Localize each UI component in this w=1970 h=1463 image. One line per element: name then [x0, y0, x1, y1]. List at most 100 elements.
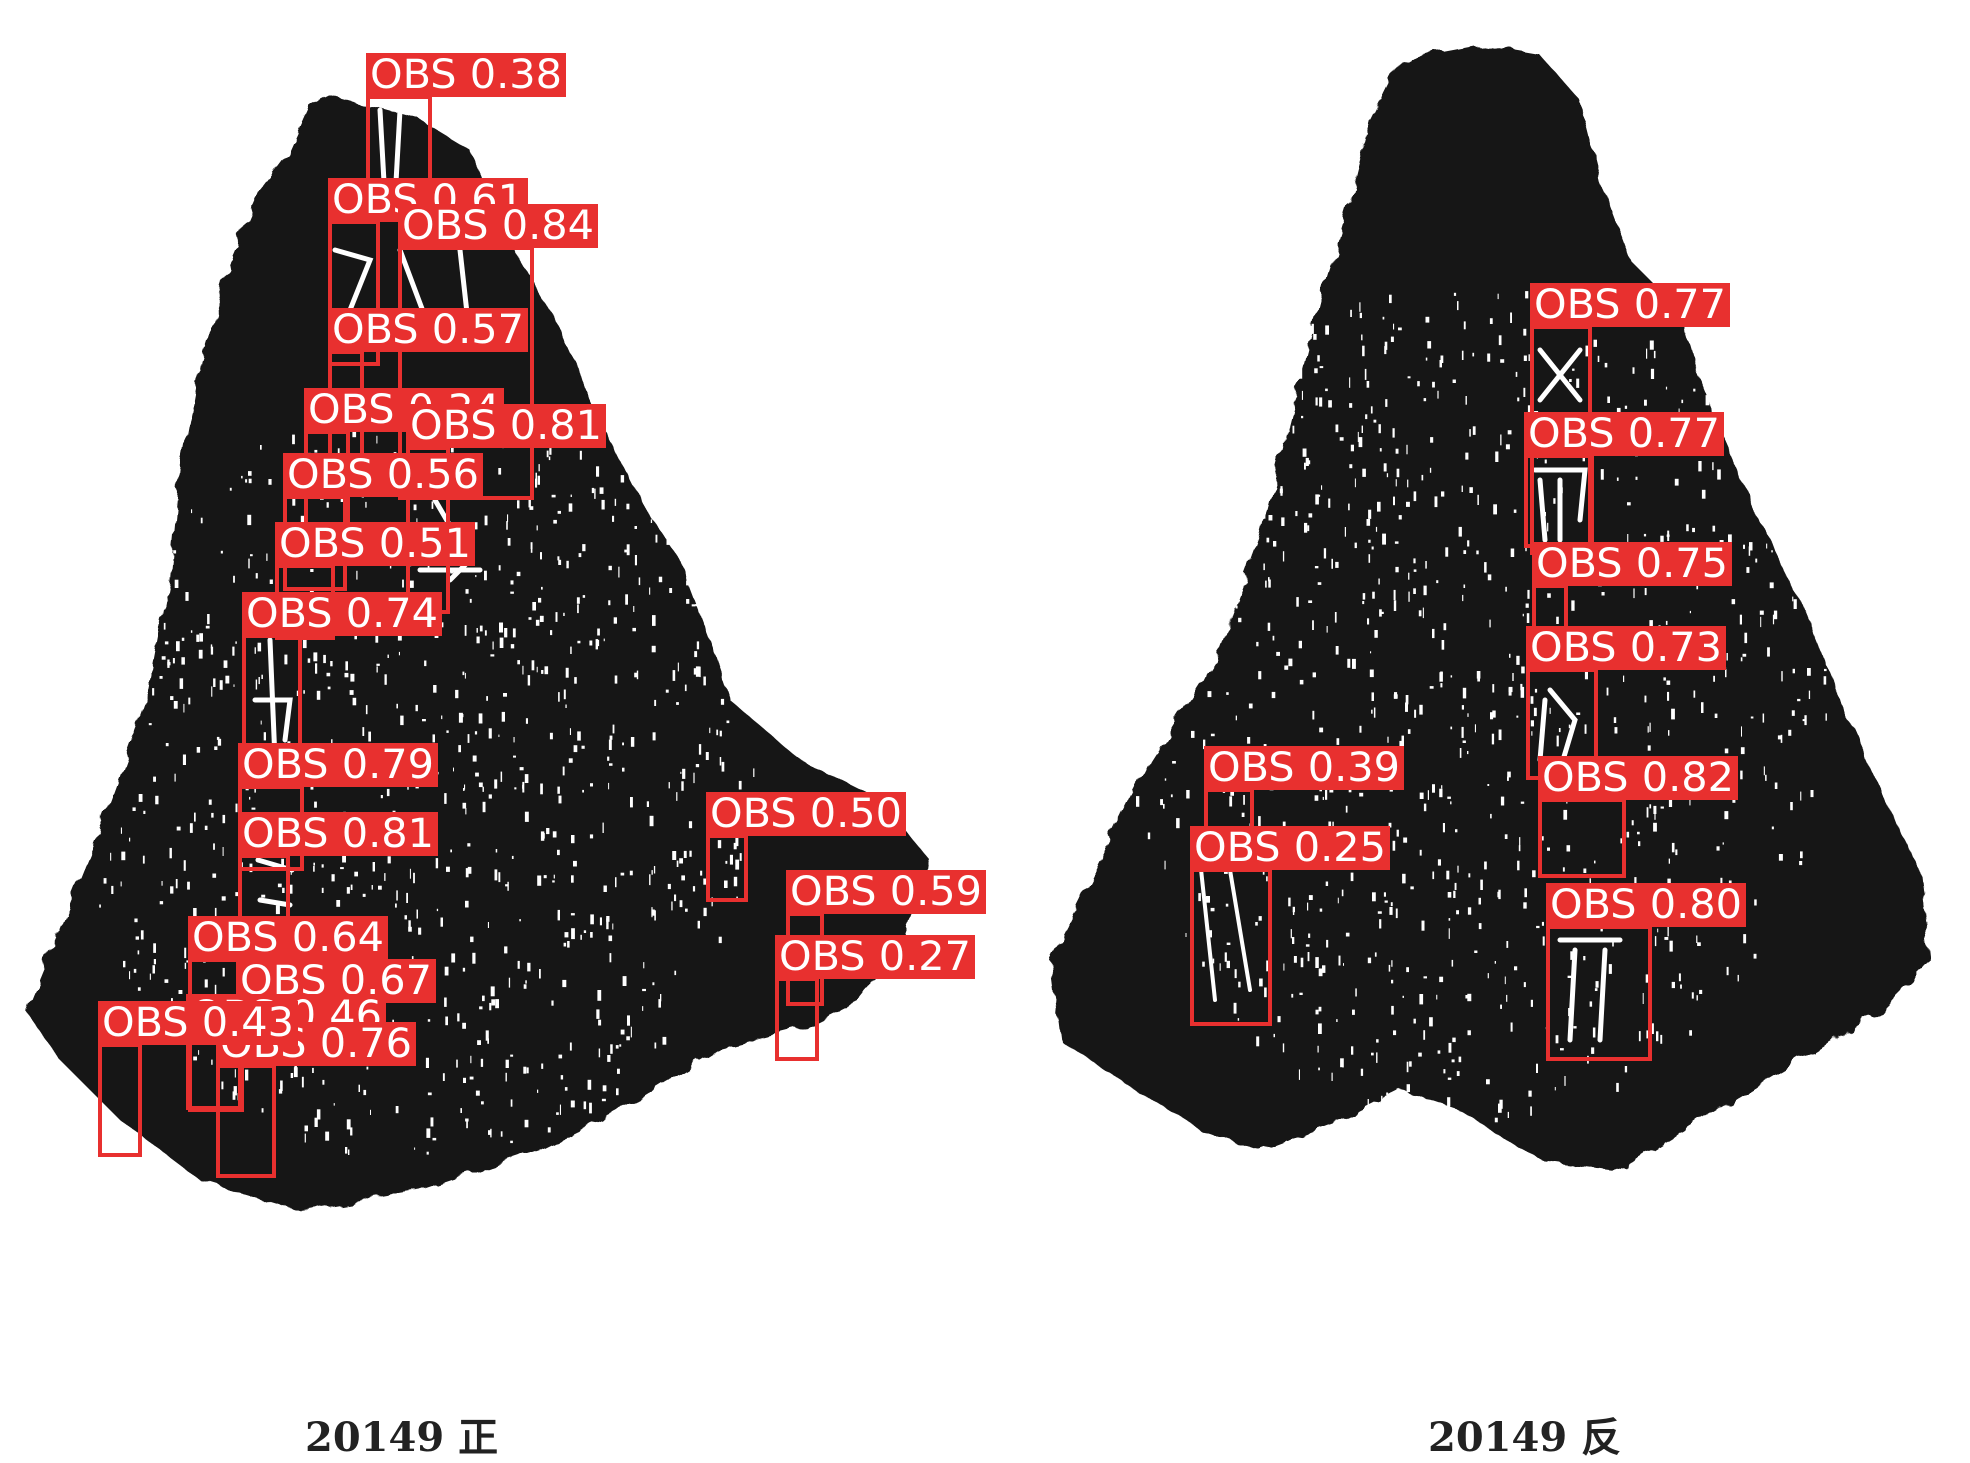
- texture-speck: [220, 550, 223, 554]
- texture-speck: [524, 811, 529, 822]
- texture-speck: [137, 950, 140, 955]
- texture-speck: [1372, 892, 1376, 902]
- texture-speck: [495, 849, 498, 853]
- texture-speck: [432, 734, 435, 743]
- texture-speck: [1308, 895, 1313, 900]
- texture-speck: [1450, 675, 1453, 678]
- texture-speck: [1396, 468, 1400, 478]
- texture-speck: [169, 847, 172, 859]
- texture-speck: [607, 1055, 611, 1062]
- texture-speck: [1359, 725, 1362, 733]
- texture-speck: [1465, 995, 1469, 999]
- texture-speck: [596, 1009, 600, 1019]
- texture-speck: [738, 780, 742, 790]
- texture-speck: [1509, 653, 1511, 658]
- texture-speck: [487, 922, 489, 928]
- texture-speck: [691, 604, 696, 607]
- texture-speck: [174, 773, 176, 782]
- texture-speck: [557, 786, 560, 794]
- texture-speck: [1212, 466, 1216, 471]
- texture-speck: [1522, 613, 1524, 617]
- texture-speck: [255, 573, 258, 579]
- texture-speck: [460, 714, 464, 718]
- texture-speck: [193, 908, 197, 916]
- texture-speck: [1532, 870, 1536, 878]
- texture-speck: [387, 654, 389, 658]
- texture-speck: [1206, 458, 1209, 466]
- texture-speck: [1270, 438, 1275, 448]
- texture-speck: [469, 598, 472, 603]
- detection-label: OBS 0.80: [1550, 882, 1742, 928]
- texture-speck: [1318, 968, 1323, 977]
- detection-box: OBS 0.38: [366, 52, 566, 201]
- texture-speck: [109, 709, 112, 714]
- texture-speck: [603, 885, 607, 892]
- texture-speck: [173, 701, 178, 709]
- texture-speck: [1490, 813, 1492, 819]
- texture-speck: [696, 641, 700, 650]
- texture-speck: [695, 604, 700, 607]
- texture-speck: [229, 487, 232, 491]
- texture-speck: [1323, 548, 1327, 559]
- texture-speck: [1697, 942, 1701, 946]
- texture-speck: [1620, 838, 1623, 844]
- texture-speck: [1823, 676, 1827, 685]
- texture-speck: [1731, 599, 1736, 605]
- texture-speck: [1401, 735, 1404, 746]
- texture-speck: [1792, 596, 1794, 602]
- texture-speck: [1418, 1052, 1422, 1057]
- texture-speck: [1737, 974, 1739, 982]
- texture-speck: [1514, 966, 1518, 971]
- texture-speck: [1432, 871, 1435, 880]
- detection-box: OBS 0.80: [1546, 882, 1746, 1061]
- texture-speck: [733, 842, 737, 850]
- texture-speck: [1354, 542, 1357, 549]
- texture-speck: [467, 734, 470, 743]
- texture-speck: [1510, 548, 1515, 557]
- texture-speck: [1507, 771, 1511, 778]
- texture-speck: [1498, 729, 1502, 741]
- texture-speck: [1210, 733, 1215, 737]
- texture-speck: [1520, 686, 1525, 698]
- texture-speck: [1584, 670, 1588, 680]
- detection-box: OBS 0.81: [238, 811, 438, 1008]
- texture-speck: [686, 580, 690, 586]
- texture-speck: [110, 748, 112, 753]
- texture-speck: [1781, 671, 1783, 682]
- texture-speck: [235, 803, 238, 813]
- texture-speck: [100, 763, 103, 767]
- texture-speck: [1229, 796, 1233, 807]
- texture-speck: [413, 504, 417, 511]
- texture-speck: [1563, 809, 1568, 820]
- texture-speck: [651, 909, 655, 916]
- detection-box: OBS 0.59: [786, 869, 986, 1006]
- texture-speck: [1276, 651, 1280, 656]
- texture-speck: [1268, 579, 1271, 588]
- texture-speck: [1525, 291, 1529, 299]
- texture-speck: [626, 1036, 630, 1041]
- detection-label: OBS 0.27: [779, 934, 971, 980]
- texture-speck: [1238, 617, 1242, 623]
- texture-speck: [683, 850, 687, 858]
- texture-speck: [1445, 547, 1449, 557]
- texture-speck: [609, 735, 613, 740]
- texture-speck: [247, 514, 252, 526]
- texture-speck: [1476, 671, 1481, 679]
- texture-speck: [1487, 784, 1490, 786]
- texture-speck: [1389, 907, 1393, 915]
- texture-speck: [1331, 1072, 1333, 1081]
- texture-speck: [164, 641, 169, 645]
- texture-speck: [1280, 486, 1283, 496]
- texture-speck: [1732, 799, 1736, 803]
- texture-speck: [1467, 1030, 1471, 1036]
- texture-speck: [1243, 795, 1245, 805]
- texture-speck: [1692, 527, 1695, 533]
- texture-speck: [556, 1112, 559, 1115]
- texture-speck: [1484, 861, 1487, 870]
- texture-speck: [1765, 774, 1767, 781]
- texture-speck: [582, 544, 586, 552]
- texture-speck: [597, 639, 600, 647]
- texture-speck: [1219, 540, 1221, 547]
- texture-speck: [601, 1098, 606, 1102]
- texture-speck: [1728, 534, 1732, 544]
